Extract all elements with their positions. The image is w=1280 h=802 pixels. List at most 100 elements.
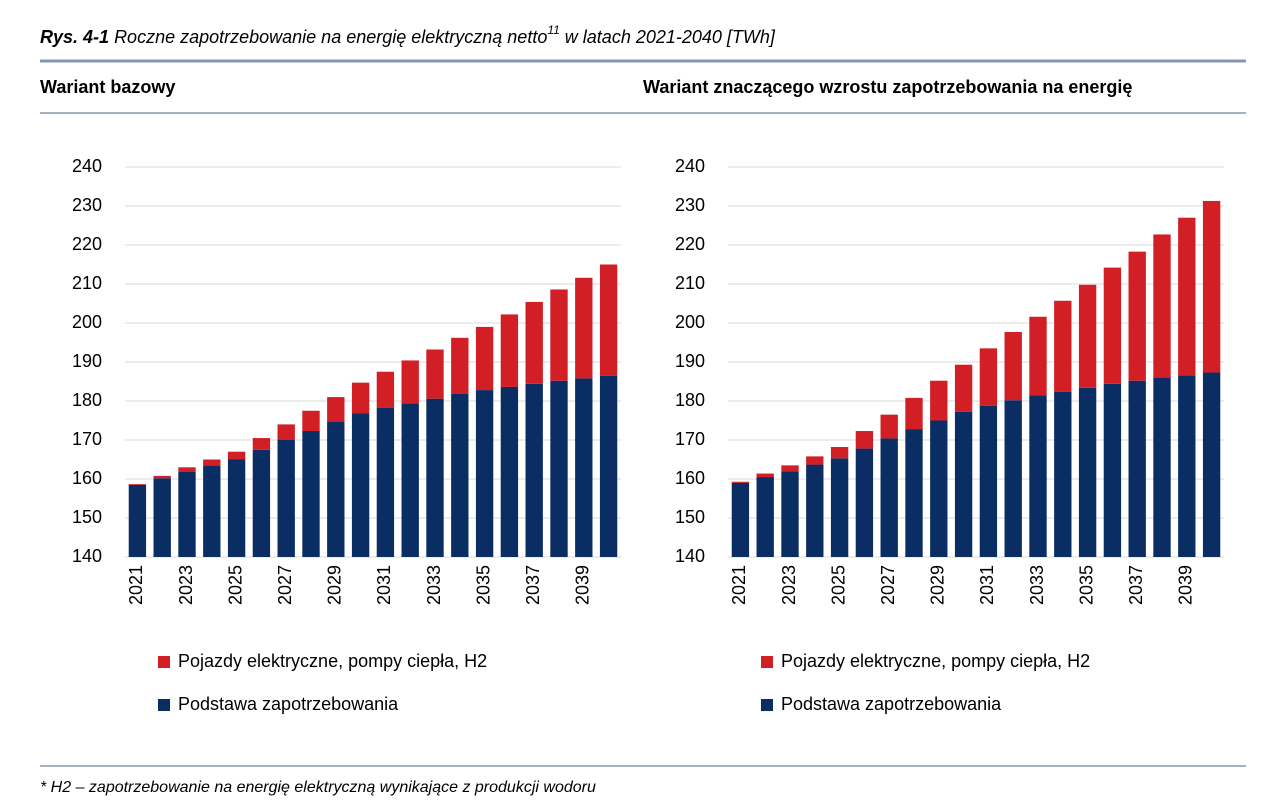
y-tick-label: 150 <box>72 507 102 527</box>
bar-segment <box>880 438 898 557</box>
x-tick-label: 2027 <box>878 565 898 605</box>
bar-segment <box>806 456 824 465</box>
bar-segment <box>1054 300 1072 392</box>
x-tick-label: 2035 <box>1076 565 1096 605</box>
y-tick-label: 200 <box>72 312 102 332</box>
bar-segment <box>252 438 271 450</box>
bar-segment <box>401 360 419 404</box>
bar-segment <box>277 440 295 557</box>
bar-segment <box>1128 251 1146 381</box>
x-tick-label: 2039 <box>1176 565 1196 605</box>
bar-segment <box>979 405 998 557</box>
y-tick-label: 200 <box>675 312 705 332</box>
y-tick-label: 240 <box>675 156 705 176</box>
legend-label: Pojazdy elektryczne, pompy ciepła, H2 <box>178 651 487 671</box>
bar-segment <box>756 473 774 478</box>
bar-segment <box>1153 234 1171 378</box>
bar-segment <box>550 289 568 381</box>
bar-segment <box>401 403 419 557</box>
bar-segment <box>575 378 593 557</box>
bar-segment <box>731 481 750 483</box>
bar-segment <box>550 380 568 557</box>
bar-segment <box>178 467 196 472</box>
x-tick-label: 2031 <box>374 565 394 605</box>
bar-segment <box>327 421 345 557</box>
bar-segment <box>525 383 543 557</box>
bar-segment <box>830 447 849 459</box>
bar-segment <box>153 475 171 479</box>
figure-caption: Rys. 4-1 Roczne zapotrzebowanie na energ… <box>40 23 776 47</box>
legend-swatch <box>158 656 170 668</box>
x-tick-label: 2037 <box>1126 565 1146 605</box>
bar-segment <box>979 348 998 406</box>
bar-segment <box>731 482 750 557</box>
bar-segment <box>475 326 494 391</box>
x-tick-label: 2023 <box>779 565 799 605</box>
bar-segment <box>252 449 271 557</box>
bar-segment <box>1103 383 1122 557</box>
bar-segment <box>806 464 824 557</box>
bar-segment <box>1004 400 1022 557</box>
bar-segment <box>203 465 221 557</box>
legend-swatch <box>158 699 170 711</box>
bar-segment <box>277 424 295 440</box>
x-tick-label: 2037 <box>523 565 543 605</box>
legend-swatch <box>761 656 773 668</box>
y-tick-label: 180 <box>72 390 102 410</box>
bar-segment <box>203 459 221 466</box>
x-tick-label: 2021 <box>729 565 749 605</box>
bar-segment <box>351 382 370 414</box>
bar-segment <box>1178 217 1196 376</box>
bar-segment <box>327 397 345 422</box>
legend-label: Pojazdy elektryczne, pompy ciepła, H2 <box>781 651 1090 671</box>
bar-segment <box>781 471 799 557</box>
x-tick-label: 2039 <box>573 565 593 605</box>
legend-label: Podstawa zapotrzebowania <box>781 694 1002 714</box>
bar-segment <box>426 398 444 557</box>
bar-segment <box>1029 316 1047 396</box>
chart-title: Wariant znaczącego wzrostu zapotrzebowan… <box>643 77 1132 97</box>
bar-segment <box>599 264 618 376</box>
y-tick-label: 180 <box>675 390 705 410</box>
bar-segment <box>1153 377 1171 557</box>
y-tick-label: 140 <box>675 546 705 566</box>
bar-segment <box>451 337 469 394</box>
bar-segment <box>905 397 923 430</box>
legend-label: Podstawa zapotrzebowania <box>178 694 399 714</box>
bar-segment <box>128 484 147 557</box>
bar-segment <box>451 393 469 557</box>
charts: Wariant bazowy 140 150 160 170 180 190 200 210 22… <box>40 77 1224 714</box>
bar-segment <box>1103 267 1122 384</box>
bar-segment <box>1078 387 1097 557</box>
bar-segment <box>376 371 395 408</box>
y-tick-label: 220 <box>675 234 705 254</box>
bar-segment <box>178 471 196 557</box>
bar-segment <box>128 484 147 485</box>
y-tick-label: 170 <box>72 429 102 449</box>
bar-segment <box>475 390 494 557</box>
bar-segment <box>1029 395 1047 557</box>
y-tick-label: 240 <box>72 156 102 176</box>
bar-segment <box>930 420 948 557</box>
bar-segment <box>954 364 973 412</box>
bar-segment <box>880 414 898 439</box>
x-tick-label: 2029 <box>325 565 345 605</box>
bar-segment <box>756 477 774 557</box>
bar-segment <box>954 411 973 557</box>
bar-segment <box>575 277 593 379</box>
x-tick-label: 2031 <box>977 565 997 605</box>
x-tick-label: 2023 <box>176 565 196 605</box>
bar-segment <box>855 448 874 557</box>
bar-segment <box>1128 380 1146 557</box>
bar-segment <box>599 375 618 557</box>
bar-segment <box>351 413 370 557</box>
bar-segment <box>227 451 246 460</box>
bar-segment <box>905 429 923 557</box>
bar-segment <box>500 314 519 387</box>
y-tick-label: 210 <box>675 273 705 293</box>
y-tick-label: 210 <box>72 273 102 293</box>
y-tick-label: 160 <box>72 468 102 488</box>
x-tick-label: 2029 <box>928 565 948 605</box>
bar-segment <box>376 407 395 557</box>
